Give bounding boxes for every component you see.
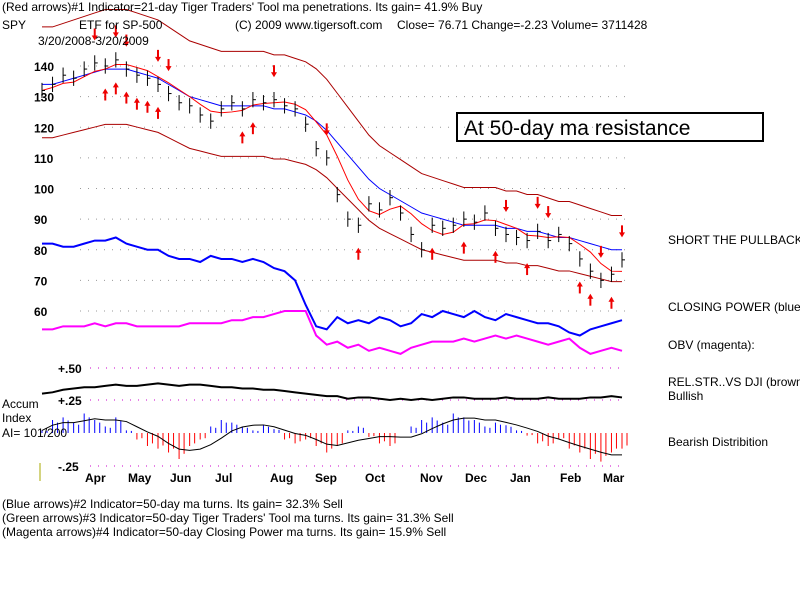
accum-label-2: Index <box>2 411 32 425</box>
accum-ma-line <box>41 417 622 456</box>
footer-line-2: (Green arrows)#3 Indicator=50-day Tiger … <box>2 511 454 525</box>
down-arrow-head <box>503 206 509 212</box>
label-closing-power: CLOSING POWER (blue) <box>668 300 800 314</box>
x-tick-label: Nov <box>420 471 443 485</box>
up-arrow-head <box>112 82 119 88</box>
copyright: (C) 2009 www.tigersoft.com <box>235 18 383 32</box>
obv-line <box>42 310 623 355</box>
x-tick-label: May <box>128 471 152 485</box>
y-tick-label: 90 <box>34 213 48 227</box>
y-tick-label: 60 <box>34 305 48 319</box>
quote: Close= 76.71 Change=-2.23 Volume= 371142… <box>397 18 648 32</box>
label-bearish: Bearish Distribition <box>668 435 769 449</box>
upper-band <box>42 8 622 216</box>
x-tick-label: Jul <box>215 471 232 485</box>
up-arrow-head <box>123 91 130 97</box>
indicator-tick-label: +.50 <box>58 362 82 376</box>
up-arrow-head <box>587 293 594 299</box>
y-tick-label: 130 <box>34 91 54 105</box>
y-tick-label: 120 <box>34 121 54 135</box>
down-arrow-head <box>597 252 604 258</box>
up-arrow-head <box>155 106 161 112</box>
up-arrow-head <box>102 88 109 94</box>
ma21-line <box>41 63 623 272</box>
down-arrow-head <box>271 72 277 78</box>
up-arrow-head <box>576 281 583 287</box>
up-arrow-head <box>239 131 246 137</box>
accum-label-3: AI= 101/200 <box>2 426 68 440</box>
down-arrow-head <box>155 56 161 62</box>
down-arrow-head <box>112 32 119 38</box>
down-arrow-head <box>545 213 552 219</box>
accum-label-1: Accum <box>2 397 39 411</box>
up-arrow-head <box>133 97 140 103</box>
x-tick-label: Jan <box>510 471 531 485</box>
label-short: SHORT THE PULLBACK <box>668 233 800 247</box>
annotation-box: At 50-day ma resistance <box>456 112 764 142</box>
up-arrow-head <box>249 122 256 128</box>
x-tick-label: Jun <box>170 471 191 485</box>
y-tick-label: 140 <box>34 60 54 74</box>
down-arrow-head <box>165 66 172 72</box>
indicator-tick-label: +.25 <box>58 394 82 408</box>
up-arrow-head <box>460 241 467 247</box>
down-arrow-head <box>323 130 330 136</box>
indicator-tick-label: -.25 <box>58 460 79 474</box>
down-arrow-head <box>534 203 541 209</box>
x-tick-label: Mar <box>603 471 625 485</box>
x-tick-label: Aug <box>270 471 293 485</box>
footer-line-1: (Blue arrows)#2 Indicator=50-day ma turn… <box>2 497 343 511</box>
lower-band <box>42 123 622 283</box>
label-bullish: Bullish <box>668 389 704 403</box>
x-tick-label: Apr <box>85 471 106 485</box>
rel-str-line <box>41 382 623 402</box>
ma50-line <box>42 68 622 251</box>
y-tick-label: 110 <box>34 152 54 166</box>
footer-line-3: (Magenta arrows)#4 Indicator=50-day Clos… <box>2 525 447 539</box>
x-tick-label: Feb <box>560 471 581 485</box>
y-tick-label: 70 <box>34 274 48 288</box>
label-rel-str: REL.STR..VS DJI (brown) <box>668 375 800 389</box>
description: ETF for SP-500 <box>79 18 163 32</box>
closing-power-line <box>42 236 623 337</box>
date-range: 3/20/2008-3/20/2009 <box>38 34 149 48</box>
symbol: SPY <box>2 18 27 32</box>
up-arrow-head <box>355 247 362 253</box>
up-arrow-head <box>429 247 436 253</box>
x-tick-label: Dec <box>465 471 487 485</box>
up-arrow-head <box>524 263 531 269</box>
y-tick-label: 100 <box>34 183 54 197</box>
y-tick-label: 80 <box>34 244 48 258</box>
down-arrow-head <box>91 35 98 41</box>
up-arrow-head <box>144 100 151 106</box>
up-arrow-head <box>608 296 615 302</box>
x-tick-label: Sep <box>315 471 337 485</box>
up-arrow-head <box>492 250 499 256</box>
down-arrow-head <box>619 232 625 238</box>
label-obv: OBV (magenta): <box>668 338 755 352</box>
down-arrow-head <box>123 41 130 47</box>
x-tick-label: Oct <box>365 471 385 485</box>
indicator-1-line: (Red arrows)#1 Indicator=21-day Tiger Tr… <box>2 0 483 14</box>
